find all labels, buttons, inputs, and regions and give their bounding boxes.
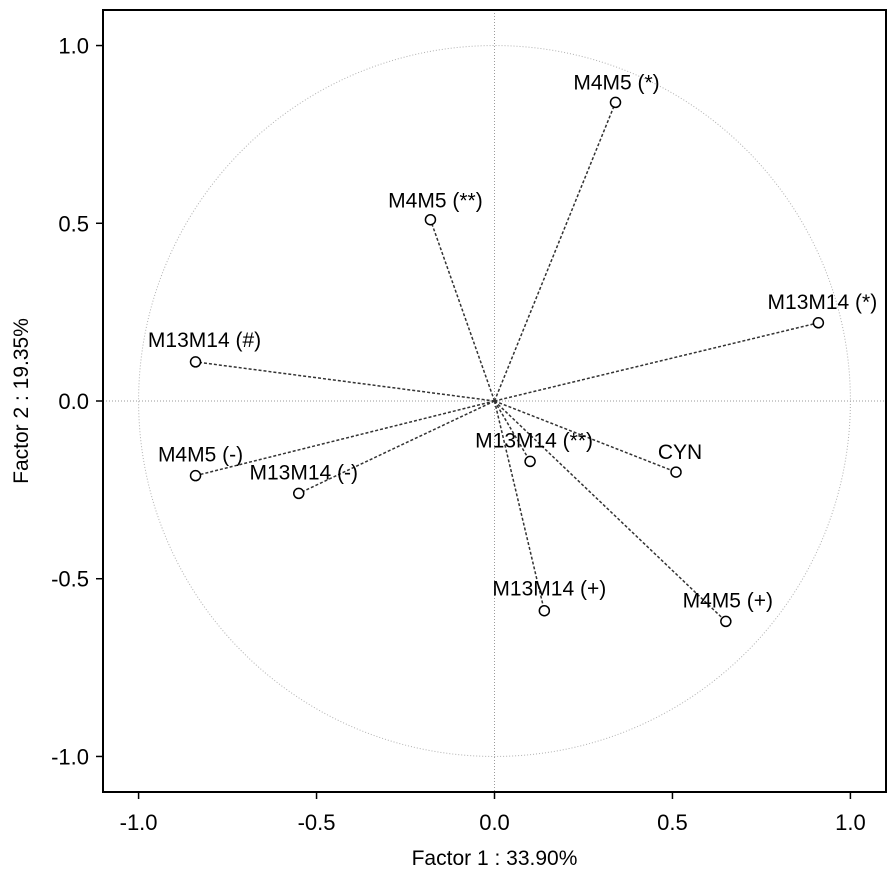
variable-point bbox=[293, 487, 305, 500]
x-tick-label: 1.0 bbox=[835, 810, 866, 835]
x-tick-label: -0.5 bbox=[298, 810, 336, 835]
variable-label: M13M14 (*) bbox=[768, 291, 878, 314]
variable-label: M13M14 (-) bbox=[249, 461, 358, 484]
y-tick-label: 0.0 bbox=[58, 389, 89, 414]
y-tick-label: 0.5 bbox=[58, 211, 89, 236]
variable-point bbox=[812, 317, 825, 329]
unit-circle bbox=[138, 45, 851, 757]
variable-label: M4M5 (-) bbox=[158, 444, 243, 467]
variable-point bbox=[670, 466, 682, 478]
loading-vector bbox=[493, 400, 727, 622]
loading-vector bbox=[195, 400, 495, 477]
variable-point bbox=[189, 356, 202, 368]
tick-layer: -1.0 -0.5 0.0 0.5 1.0 -1.0 -0.5 0.0 0.5 1.0 bbox=[51, 34, 866, 835]
variable-label: M4M5 (*) bbox=[573, 71, 659, 94]
y-tick-label: -1.0 bbox=[51, 744, 89, 769]
loading-vector bbox=[195, 361, 495, 402]
variable-point bbox=[538, 604, 551, 617]
y-tick-label: -0.5 bbox=[51, 567, 89, 592]
point-layer bbox=[189, 96, 825, 628]
vector-layer bbox=[195, 102, 819, 622]
loading-vector bbox=[493, 400, 531, 462]
variable-point bbox=[524, 455, 536, 468]
variable-label: CYN bbox=[658, 441, 702, 464]
loading-vector bbox=[493, 102, 617, 402]
loading-vector bbox=[494, 322, 819, 402]
x-tick-label: 0.0 bbox=[479, 810, 510, 835]
variable-label: M13M14 (#) bbox=[148, 329, 261, 352]
point-label-layer: M4M5 (*) M4M5 (**) M13M14 (*) M13M14 (#) M4M… bbox=[148, 71, 877, 612]
y-axis-title: Factor 2 : 19.35% bbox=[10, 318, 33, 484]
variable-point bbox=[720, 615, 732, 628]
x-tick-label: -1.0 bbox=[120, 810, 158, 835]
variable-label: M4M5 (**) bbox=[388, 190, 483, 213]
variable-point bbox=[424, 213, 437, 226]
loading-vector bbox=[429, 219, 496, 402]
loading-vector bbox=[493, 400, 546, 611]
variable-point bbox=[189, 469, 202, 482]
x-tick-label: 0.5 bbox=[657, 810, 688, 835]
loading-vector bbox=[298, 400, 495, 495]
y-tick-label: 1.0 bbox=[58, 34, 89, 59]
loading-vector bbox=[494, 400, 677, 473]
variable-label: M4M5 (+) bbox=[683, 589, 773, 612]
variable-label: M13M14 (**) bbox=[475, 429, 593, 452]
unit-circle-layer bbox=[138, 45, 851, 757]
variable-label: M13M14 (+) bbox=[492, 578, 606, 601]
x-axis-title: Factor 1 : 33.90% bbox=[412, 847, 578, 870]
variable-point bbox=[609, 96, 622, 109]
